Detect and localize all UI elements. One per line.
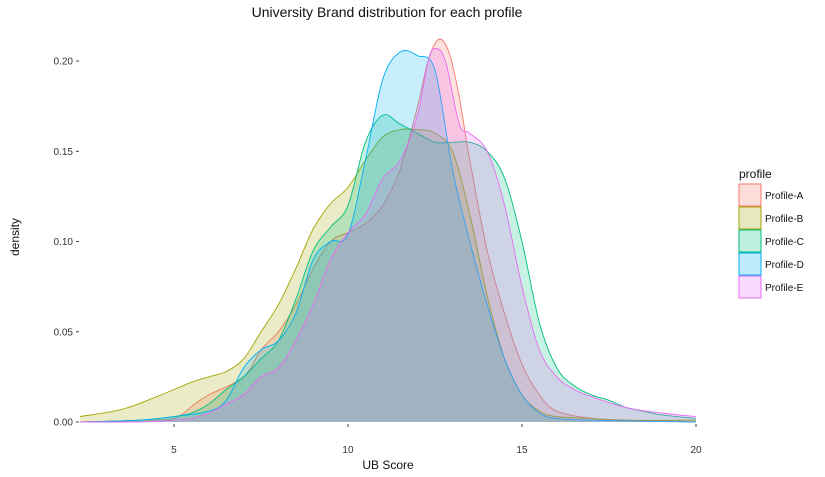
legend-item-profile-e: Profile-E [738, 275, 804, 299]
y-axis: 0.00 0.05 0.10 0.15 0.20 [54, 57, 79, 429]
x-tick-label: 5 [171, 445, 177, 456]
legend-key [738, 206, 762, 230]
legend-label: Profile-D [765, 260, 804, 271]
legend-label: Profile-B [765, 214, 804, 225]
legend-item-profile-d: Profile-D [738, 252, 804, 276]
legend-item-profile-a: Profile-A [738, 183, 804, 207]
density-area-profile-d [80, 50, 696, 423]
y-tick-label: 0.10 [54, 237, 74, 248]
y-axis-title: density [8, 218, 22, 256]
legend-label: Profile-C [765, 237, 804, 248]
legend-item-profile-c: Profile-C [738, 229, 804, 253]
legend-key [738, 229, 762, 253]
chart-title: University Brand distribution for each p… [252, 4, 523, 20]
y-tick-label: 0.20 [54, 57, 74, 68]
legend-item-profile-b: Profile-B [738, 206, 804, 230]
legend-key [738, 275, 762, 299]
density-line-profile-e [79, 47, 697, 423]
density-line-profile-c [79, 114, 697, 423]
legend-label: Profile-A [765, 191, 804, 202]
legend-key [738, 183, 762, 207]
legend-key [738, 252, 762, 276]
legend: profile Profile-A Profile-B Profile-C Profi… [738, 167, 804, 299]
y-tick-label: 0.00 [54, 418, 74, 429]
density-area-profile-b [80, 128, 696, 423]
legend-label: Profile-E [765, 283, 804, 294]
x-axis: 5 10 15 20 [171, 424, 702, 456]
density-area-profile-a [80, 39, 696, 422]
legend-title: profile [739, 167, 772, 181]
density-area-profile-e [80, 48, 696, 423]
x-tick-label: 20 [690, 445, 702, 456]
x-axis-title: UB Score [362, 458, 414, 472]
density-area-profile-c [80, 114, 696, 423]
density-areas [79, 38, 697, 423]
x-tick-label: 10 [342, 445, 354, 456]
y-tick-label: 0.15 [54, 147, 74, 158]
x-tick-label: 15 [516, 445, 528, 456]
density-line-profile-b [79, 128, 697, 421]
density-line-profile-d [79, 50, 697, 423]
y-tick-label: 0.05 [54, 327, 74, 338]
